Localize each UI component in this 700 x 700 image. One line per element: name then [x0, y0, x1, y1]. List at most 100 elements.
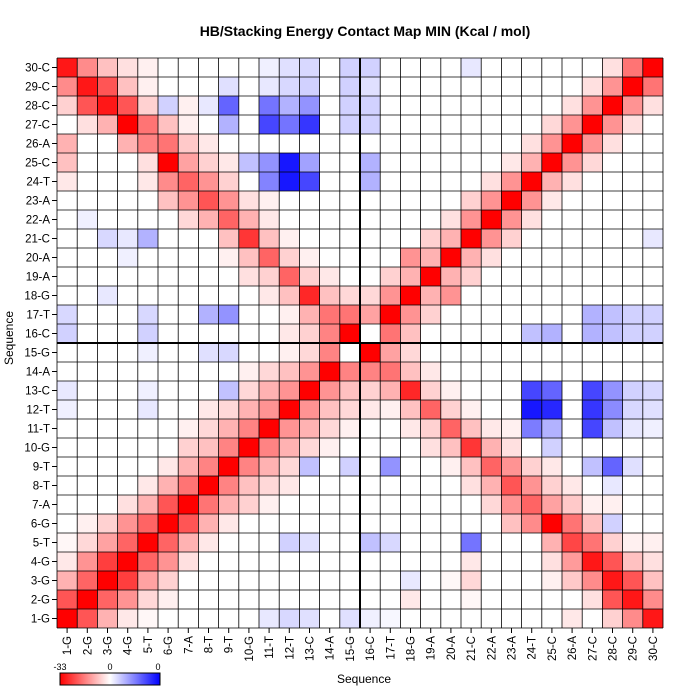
heatmap-cell — [521, 609, 542, 628]
colorbar-min-label: -33 — [53, 662, 66, 672]
heatmap-cell — [541, 362, 562, 381]
y-tick-label: 29-C — [25, 82, 50, 94]
heatmap-cell — [562, 267, 583, 286]
heatmap-cell — [279, 457, 300, 476]
y-tick-label: 5-T — [33, 538, 50, 550]
heatmap-cell — [218, 267, 239, 286]
heatmap-cell — [521, 571, 542, 590]
heatmap-cell — [77, 191, 98, 210]
heatmap-cell — [158, 210, 179, 229]
heatmap-cell — [57, 210, 78, 229]
heatmap-cell — [259, 476, 280, 495]
heatmap-cell — [77, 305, 98, 324]
heatmap-cell — [319, 552, 340, 571]
y-tick-label: 16-C — [25, 329, 50, 341]
heatmap-cell — [440, 571, 461, 590]
heatmap-cell — [279, 134, 300, 153]
heatmap-cell — [77, 324, 98, 343]
heatmap-cell — [117, 58, 138, 77]
heatmap-cell — [360, 552, 381, 571]
heatmap-cell — [158, 343, 179, 362]
heatmap-cell — [299, 609, 320, 628]
heatmap-cell — [77, 229, 98, 248]
y-tick-label: 14-A — [26, 367, 51, 379]
heatmap-cell — [57, 400, 78, 419]
heatmap-cell — [521, 457, 542, 476]
heatmap-cell — [178, 400, 199, 419]
heatmap-cell — [380, 552, 401, 571]
heatmap-cell — [238, 248, 259, 267]
heatmap-cell — [178, 552, 199, 571]
heatmap-cell — [137, 153, 158, 172]
x-tick-label: 8-T — [204, 636, 216, 653]
heatmap-cell — [238, 191, 259, 210]
heatmap-cell — [602, 590, 623, 609]
heatmap-cell — [238, 58, 259, 77]
heatmap-cell — [642, 153, 663, 172]
heatmap-cell — [582, 267, 603, 286]
heatmap-cell — [279, 77, 300, 96]
heatmap-cell — [198, 77, 219, 96]
x-tick-label: 29-C — [628, 636, 640, 661]
heatmap-cell — [501, 362, 522, 381]
heatmap-cell — [602, 191, 623, 210]
heatmap-cell — [178, 571, 199, 590]
heatmap-cell — [339, 438, 360, 457]
heatmap-cell — [622, 248, 643, 267]
heatmap-cell — [178, 191, 199, 210]
heatmap-cell — [198, 495, 219, 514]
heatmap-cell — [158, 305, 179, 324]
colorbar-max-label: 0 — [155, 662, 160, 672]
heatmap-cell — [602, 457, 623, 476]
heatmap-cell — [218, 248, 239, 267]
heatmap-cell — [97, 419, 118, 438]
heatmap-cell — [622, 77, 643, 96]
heatmap-cell — [77, 172, 98, 191]
heatmap-cell — [117, 400, 138, 419]
x-tick-label: 17-T — [385, 636, 397, 660]
heatmap-cell — [97, 438, 118, 457]
heatmap-cell — [380, 191, 401, 210]
heatmap-cell — [158, 172, 179, 191]
heatmap-cell — [420, 343, 441, 362]
heatmap-cell — [117, 552, 138, 571]
heatmap-cell — [501, 381, 522, 400]
heatmap-cell — [339, 248, 360, 267]
heatmap-cell — [198, 400, 219, 419]
heatmap-cell — [137, 229, 158, 248]
heatmap-cell — [642, 476, 663, 495]
heatmap-cell — [582, 324, 603, 343]
heatmap-cell — [360, 172, 381, 191]
heatmap-cell — [77, 286, 98, 305]
heatmap-cell — [461, 514, 482, 533]
heatmap-cell — [279, 495, 300, 514]
heatmap-cell — [299, 96, 320, 115]
heatmap-cell — [400, 533, 421, 552]
heatmap-cell — [178, 153, 199, 172]
heatmap-cell — [541, 324, 562, 343]
heatmap-cell — [279, 552, 300, 571]
y-axis-ticks: 1-G 2-G 3-G 4-G 5-T 6-G 7-A 8-T 9-T 10-G 11-T 12-T 1… — [24, 63, 57, 626]
heatmap-cell — [461, 590, 482, 609]
heatmap-cell — [137, 96, 158, 115]
heatmap-cell — [360, 248, 381, 267]
heatmap-cell — [501, 96, 522, 115]
heatmap-cell — [461, 115, 482, 134]
heatmap-cell — [400, 514, 421, 533]
x-tick-label: 4-G — [123, 636, 135, 655]
y-tick-label: 27-C — [25, 120, 50, 132]
heatmap-cell — [420, 552, 441, 571]
heatmap-cell — [461, 134, 482, 153]
y-tick-label: 22-A — [26, 215, 51, 227]
heatmap-cell — [481, 191, 502, 210]
heatmap-cell — [97, 381, 118, 400]
y-tick-label: 18-G — [24, 291, 50, 303]
y-tick-label: 28-C — [25, 101, 50, 113]
heatmap-cell — [622, 495, 643, 514]
heatmap-cell — [622, 362, 643, 381]
heatmap-cell — [158, 381, 179, 400]
heatmap-cell — [117, 305, 138, 324]
heatmap-cell — [541, 533, 562, 552]
heatmap-cell — [602, 248, 623, 267]
heatmap-cell — [158, 552, 179, 571]
